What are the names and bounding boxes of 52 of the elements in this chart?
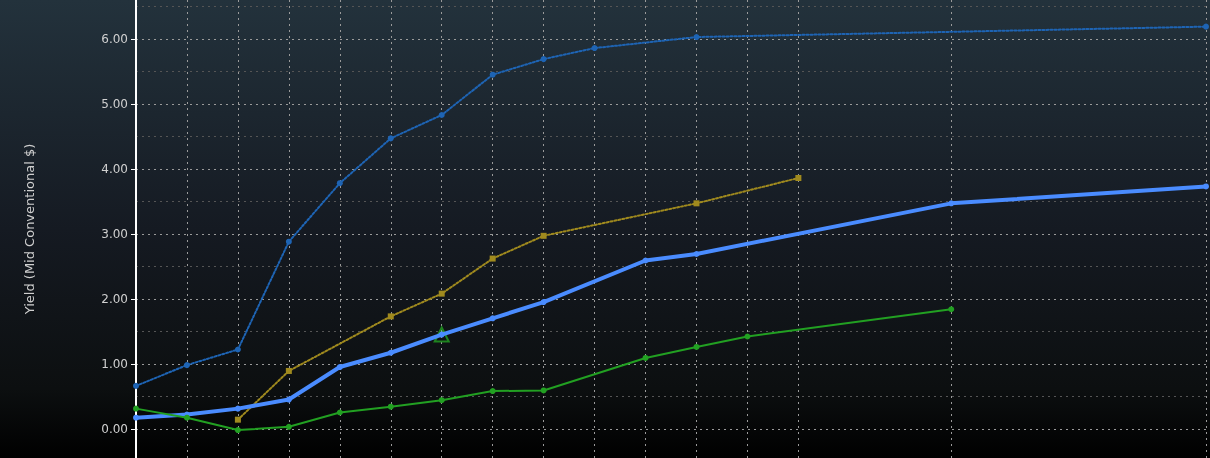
point (795, 175, 802, 181)
point (1203, 23, 1209, 30)
point (489, 255, 496, 262)
point (336, 364, 343, 371)
point (433, 326, 450, 343)
point (591, 45, 598, 52)
point (234, 346, 241, 353)
point (438, 111, 445, 118)
point (133, 405, 139, 412)
point (1203, 183, 1209, 190)
y-axis-title: Yield (Mid Conventional $) (22, 143, 37, 316)
point (693, 34, 700, 41)
point (540, 56, 547, 63)
point (540, 232, 547, 239)
point (540, 387, 547, 394)
point (948, 200, 955, 207)
y-tick-label: 0.00 (101, 421, 128, 436)
point (336, 409, 343, 416)
point (285, 238, 292, 245)
y-tick-label: 1.00 (101, 356, 128, 371)
point (744, 333, 751, 340)
point (234, 405, 241, 412)
point (642, 257, 649, 264)
point (540, 299, 547, 306)
point (948, 306, 955, 313)
point (387, 349, 394, 356)
point (489, 315, 496, 322)
point (387, 403, 394, 410)
y-tick-label: 6.00 (101, 31, 128, 46)
point (285, 396, 292, 403)
point (285, 423, 292, 430)
y-tick-label: 4.00 (101, 161, 128, 176)
point (693, 200, 700, 207)
point (693, 343, 700, 350)
point (489, 71, 496, 78)
point (387, 135, 394, 142)
point (133, 382, 139, 389)
y-tick-label: 3.00 (101, 226, 128, 241)
point (387, 313, 394, 320)
point (183, 362, 190, 369)
point (489, 388, 496, 395)
point (133, 414, 139, 421)
point (336, 180, 343, 187)
point (438, 397, 445, 404)
point (438, 290, 445, 297)
point (285, 367, 292, 374)
point (234, 427, 241, 434)
point (693, 251, 700, 258)
y-tick-label: 2.00 (101, 291, 128, 306)
point (234, 416, 241, 423)
y-tick-label: 5.00 (101, 96, 128, 111)
point (642, 354, 649, 361)
